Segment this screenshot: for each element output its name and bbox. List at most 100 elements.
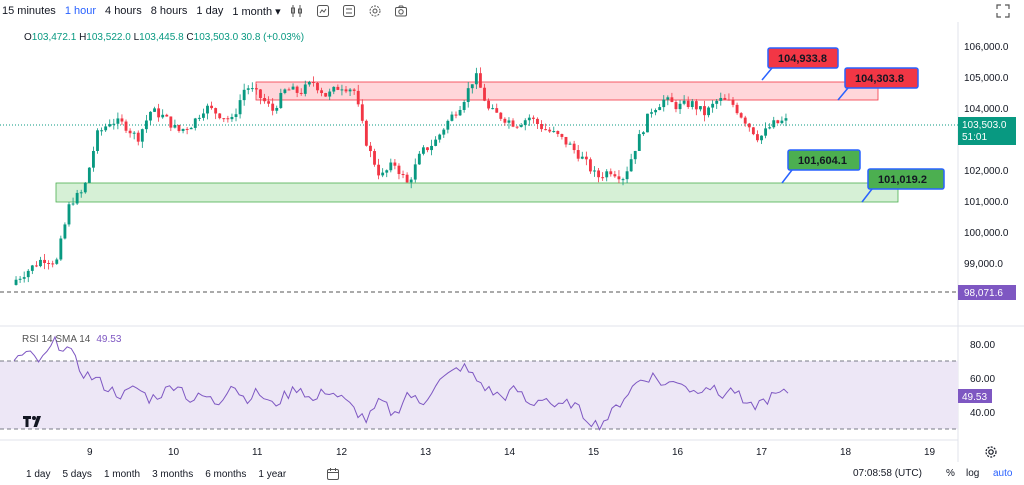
candle-body (303, 84, 307, 94)
callout-support-bottom[interactable] (867, 168, 945, 190)
compare-icon[interactable] (342, 4, 356, 18)
candle-body (275, 107, 279, 111)
candle-body (120, 118, 124, 122)
candle-body (625, 171, 629, 180)
candle-body (454, 114, 458, 116)
candle-body (527, 117, 531, 121)
rsi-legend[interactable]: RSI 14 SMA 14 49.53 (22, 334, 121, 345)
candle-body (560, 134, 564, 137)
candle-body (218, 113, 222, 119)
candle-body (723, 97, 727, 100)
range-1d[interactable]: 1 day (26, 468, 51, 480)
candle-body (246, 88, 250, 90)
gear-icon[interactable] (984, 445, 998, 459)
candle-body (474, 73, 478, 85)
candle-body (641, 132, 645, 135)
candle-body (698, 106, 702, 110)
callout-support-bottom-label: 101,019.2 (878, 174, 927, 186)
candle-body (564, 136, 568, 145)
candle-body (654, 110, 658, 113)
candle-body (572, 143, 576, 151)
candle-body (287, 89, 291, 91)
candle-body (751, 127, 755, 135)
candle-body (336, 86, 340, 90)
callout-support-top-label: 101,604.1 (798, 155, 847, 167)
candle-body (756, 134, 759, 141)
resistance-zone[interactable] (255, 81, 879, 101)
time-tick-15: 15 (588, 447, 600, 458)
calendar-icon[interactable] (326, 467, 340, 481)
candle-body (405, 174, 409, 183)
percent-toggle[interactable]: % (946, 468, 955, 479)
callout-resistance-top[interactable] (767, 47, 839, 69)
time-tick-14: 14 (504, 447, 516, 458)
range-6m[interactable]: 6 months (205, 468, 247, 480)
candle-body (637, 134, 641, 151)
rsi-tick-60: 60.00 (970, 374, 995, 385)
candle-body (593, 170, 596, 172)
candle-body (491, 108, 495, 110)
candle-body (438, 134, 442, 140)
candle-body (703, 106, 706, 116)
support-zone[interactable] (55, 182, 899, 203)
utc-clock[interactable]: 07:08:58 (UTC) (853, 468, 922, 479)
high-label: H (79, 32, 87, 43)
candle-body (149, 111, 152, 121)
settings-icon[interactable] (368, 4, 382, 18)
candle-body (263, 98, 266, 102)
candle-body (14, 279, 18, 285)
candle-body (540, 124, 543, 130)
timeframe-1h[interactable]: 1 hour (64, 5, 97, 17)
range-1m[interactable]: 1 month (103, 468, 141, 480)
candle-body (442, 129, 446, 135)
callout-resistance-top-label: 104,933.8 (778, 53, 827, 65)
timeframe-15m[interactable]: 15 minutes (2, 5, 56, 17)
rsi-value-badge (958, 389, 992, 403)
callout-support-top[interactable] (787, 149, 861, 171)
range-5d[interactable]: 5 days (62, 468, 92, 480)
rsi-legend-value: 49.53 (96, 334, 122, 345)
indicators-icon[interactable] (290, 4, 304, 18)
countdown-value: 51:01 (962, 132, 987, 143)
auto-toggle[interactable]: auto (993, 468, 1013, 479)
candle-body (629, 159, 633, 172)
replay-icon[interactable] (316, 4, 330, 18)
candle-body (210, 105, 213, 109)
candle-body (30, 265, 34, 271)
timeframe-8h[interactable]: 8 hours (150, 5, 188, 17)
range-1y[interactable]: 1 year (258, 468, 287, 480)
candle-body (373, 151, 376, 165)
range-3m[interactable]: 3 months (152, 468, 194, 480)
callout-pointer-resistance-top (761, 67, 773, 81)
candle-body (177, 125, 181, 132)
candle-body (694, 101, 698, 110)
log-toggle[interactable]: log (966, 468, 980, 479)
candle-body (556, 131, 560, 135)
candle-body (226, 118, 230, 120)
candle-body (580, 156, 584, 159)
tradingview-logo-icon (23, 416, 41, 427)
candle-body (536, 118, 539, 125)
time-tick-12: 12 (336, 447, 348, 458)
time-tick-19: 19 (924, 447, 936, 458)
candle-body (153, 108, 156, 112)
candle-body (768, 127, 772, 129)
callout-pointer-support-top (781, 169, 793, 184)
candle-body (495, 108, 499, 113)
candle-body (747, 123, 751, 128)
candle-body (144, 120, 148, 130)
candle-body (124, 121, 128, 131)
close-value: 103,503.0 (193, 32, 239, 43)
candle-body (682, 100, 686, 104)
candle-body (715, 100, 719, 104)
callout-resistance-bottom[interactable] (844, 67, 919, 89)
candle-body (409, 179, 413, 183)
timeframe-1m[interactable]: 1 month ▾ (232, 5, 280, 18)
timeframe-4h[interactable]: 4 hours (105, 5, 142, 17)
candle-body (161, 114, 165, 118)
snapshot-icon[interactable] (394, 4, 408, 18)
fullscreen-icon[interactable] (996, 4, 1010, 18)
candle-body (389, 162, 393, 171)
timeframe-1d[interactable]: 1 day (196, 5, 224, 17)
